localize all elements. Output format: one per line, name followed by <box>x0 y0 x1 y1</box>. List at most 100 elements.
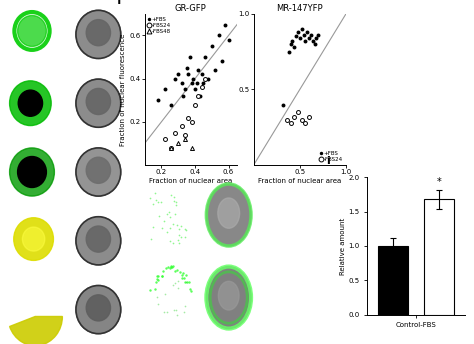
Point <box>146 196 154 201</box>
Point <box>182 273 190 278</box>
Y-axis label: Relative amount: Relative amount <box>340 217 346 275</box>
Text: c': c' <box>69 140 76 149</box>
Circle shape <box>18 157 46 187</box>
Point <box>221 22 229 27</box>
Point <box>196 93 204 99</box>
Point <box>291 114 298 119</box>
Point <box>301 120 309 126</box>
Point <box>163 309 171 315</box>
Point <box>311 41 319 47</box>
Point <box>215 33 222 38</box>
Text: g': g' <box>204 182 211 189</box>
Point <box>175 232 183 237</box>
Point <box>172 199 180 204</box>
Point <box>307 32 315 38</box>
Point <box>201 54 209 60</box>
Text: b': b' <box>69 72 77 80</box>
Point <box>188 80 195 86</box>
Point <box>154 199 161 205</box>
Point <box>182 280 189 285</box>
Point <box>155 214 163 219</box>
Text: h': h' <box>204 265 211 271</box>
Circle shape <box>86 20 110 46</box>
Point <box>191 102 199 107</box>
Point <box>184 72 192 77</box>
Circle shape <box>18 15 46 46</box>
Point <box>289 38 296 44</box>
Point <box>168 265 175 270</box>
Point <box>205 76 212 82</box>
Point <box>167 265 175 270</box>
Point <box>154 277 162 283</box>
Circle shape <box>76 10 121 58</box>
Point <box>181 226 189 232</box>
Point <box>153 273 161 279</box>
Circle shape <box>9 148 55 196</box>
Point <box>166 238 173 244</box>
Point <box>173 312 181 318</box>
Text: d': d' <box>69 209 77 218</box>
Point <box>147 236 155 242</box>
Point <box>181 303 188 309</box>
Point <box>305 35 313 41</box>
Point <box>158 273 165 279</box>
Point <box>298 26 305 32</box>
Point <box>171 130 179 136</box>
Point <box>170 222 177 227</box>
Point <box>172 280 179 286</box>
Text: c: c <box>2 140 7 149</box>
Point <box>169 240 177 246</box>
Circle shape <box>76 286 121 334</box>
Point <box>294 109 302 115</box>
Point <box>305 114 313 119</box>
Circle shape <box>18 90 43 116</box>
Point <box>190 76 197 82</box>
Point <box>151 286 158 292</box>
Point <box>180 93 187 99</box>
Point <box>225 37 232 42</box>
Point <box>153 197 160 203</box>
Point <box>174 238 182 243</box>
Point <box>184 115 192 120</box>
Point <box>166 225 173 231</box>
Point <box>201 76 209 82</box>
Circle shape <box>86 295 110 321</box>
Point <box>309 38 317 44</box>
Point <box>163 211 170 216</box>
Point <box>168 102 175 107</box>
Point <box>198 85 206 90</box>
Point <box>176 269 184 275</box>
Point <box>181 275 188 280</box>
Point <box>178 80 185 86</box>
Point <box>169 282 176 288</box>
Point <box>167 193 174 198</box>
Point <box>177 234 185 239</box>
Point <box>301 38 309 44</box>
Wedge shape <box>9 316 63 344</box>
Point <box>168 145 175 151</box>
Point <box>283 117 291 122</box>
Point <box>177 224 184 229</box>
Point <box>161 87 169 92</box>
Point <box>166 265 173 271</box>
Point <box>182 279 190 284</box>
Point <box>211 67 219 73</box>
Point <box>161 309 168 315</box>
Point <box>174 72 182 77</box>
Point <box>173 308 180 313</box>
Point <box>191 87 199 92</box>
Point <box>175 240 182 246</box>
Point <box>153 294 161 300</box>
Point <box>178 123 185 129</box>
Bar <box>378 246 408 315</box>
Point <box>181 235 189 240</box>
Point <box>173 203 180 208</box>
Point <box>183 65 191 71</box>
Circle shape <box>76 148 121 196</box>
Text: a: a <box>2 3 8 12</box>
Circle shape <box>86 88 110 115</box>
Point <box>162 292 169 297</box>
Circle shape <box>76 217 121 265</box>
Point <box>152 279 160 284</box>
Point <box>292 34 300 39</box>
